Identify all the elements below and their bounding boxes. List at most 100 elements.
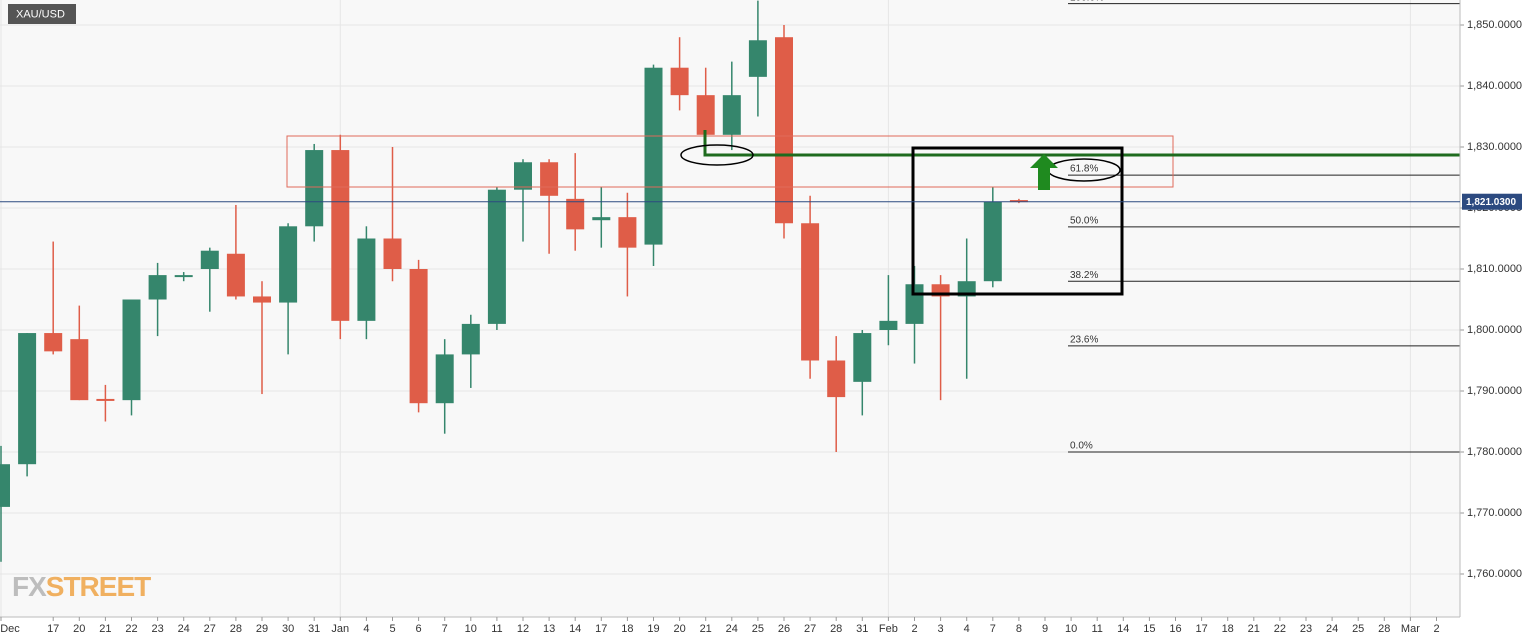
x-tick-label: 21 [1248,623,1260,635]
y-tick-label: 1,780.0000 [1467,446,1522,458]
x-tick-label: 17 [1195,623,1207,635]
x-tick-label: 25 [752,623,764,635]
y-tick-label: 1,850.0000 [1467,19,1522,31]
candle-body [18,333,37,465]
candle-body [44,333,63,352]
x-tick-label: 23 [1300,623,1312,635]
candle-body [696,95,715,135]
candle-body [1009,200,1028,203]
candle-body [70,339,89,401]
fib-label: 23.6% [1070,335,1098,346]
x-tick-label: 20 [673,623,685,635]
x-axis: Dec 17 20 21 22 23 24 27 28 29 30 31 Jan 4 5 6 7 10 11 12 13… [0,617,1440,635]
candle-body [566,198,585,230]
candle-body [409,269,428,404]
candle-body [853,333,872,382]
x-tick-label: 24 [1326,623,1338,635]
x-tick-label: Dec [0,623,20,635]
candle-body [748,40,767,77]
x-tick-label: 6 [416,623,422,635]
candles [0,0,1028,562]
x-tick-label: Mar [1401,623,1420,635]
y-tick-label: 1,760.0000 [1467,568,1522,580]
support-line [703,130,1460,157]
plot-background [0,0,1460,617]
y-tick-label: 1,830.0000 [1467,141,1522,153]
x-tick-label: 18 [621,623,633,635]
y-tick-label: 1,800.0000 [1467,324,1522,336]
x-tick-label: Jan [331,623,349,635]
candle-body [435,354,454,404]
x-tick-label: 25 [1352,623,1364,635]
y-tick-label: 1,810.0000 [1467,263,1522,275]
x-tick-label: 4 [964,623,970,635]
candle-body [618,217,637,248]
x-tick-label: 16 [1169,623,1181,635]
fib-label: 38.2% [1070,270,1098,281]
x-tick-label: 15 [1143,623,1155,635]
up-arrow [1030,154,1058,190]
x-tick-label: 24 [726,623,738,635]
candle-body [253,296,271,303]
x-tick-label: Feb [879,623,898,635]
candle-body [670,67,689,96]
candle-body [331,150,350,321]
candle-body [775,37,793,224]
x-tick-label: 17 [595,623,607,635]
candle-body [122,299,141,401]
x-tick-label: 23 [151,623,163,635]
x-tick-label: 29 [256,623,268,635]
candle-body [279,226,298,303]
x-tick-label: 14 [569,623,581,635]
candle-body [305,150,324,227]
candle-body [200,250,219,270]
x-tick-label: 22 [125,623,137,635]
x-tick-label: 24 [178,623,190,635]
x-tick-label: 11 [491,623,502,635]
x-tick-label: 2 [911,623,917,635]
fib-label: 50.0% [1070,216,1098,227]
candle-body [514,162,532,190]
candle-body [383,238,402,270]
fib-label: 100.0% [1070,0,1104,3]
fibonacci: 100.0% 61.8% 50.0% 38.2% 23.6% 0.0% [1068,0,1460,453]
x-tick-label: 11 [1091,623,1102,635]
candle-body [879,320,898,331]
candle-body [983,201,1002,282]
x-tick-label: 21 [700,623,712,635]
x-tick-label: 10 [1065,623,1077,635]
y-tick-label: 1,790.0000 [1467,385,1522,397]
x-tick-label: 8 [1016,623,1022,635]
candle-body [148,275,167,300]
x-tick-label: 12 [517,623,529,635]
x-tick-label: 2 [1433,623,1439,635]
candle-body [96,398,115,401]
x-tick-label: 14 [1117,623,1129,635]
x-tick-label: 4 [363,623,369,635]
x-tick-label: 26 [778,623,790,635]
x-tick-label: 28 [230,623,242,635]
focus-box [911,146,1124,296]
x-tick-label: 7 [990,623,996,635]
candle-body [644,67,663,245]
x-tick-label: 9 [1042,623,1048,635]
x-tick-label: 19 [647,623,659,635]
highlight-ellipse [680,144,754,166]
watermark-part: STREET [46,571,151,602]
x-tick-label: 28 [1378,623,1390,635]
chart-title: XAU/USD [16,8,65,20]
last-price-badge [1462,193,1522,210]
watermark: FXSTREET [12,571,151,602]
candle-body [461,323,480,355]
candle-body [487,189,506,324]
candle-body [827,360,846,398]
fib-label: 61.8% [1070,164,1098,175]
x-tick-label: 28 [830,623,842,635]
fib-label: 0.0% [1070,441,1093,452]
candle-body [357,238,376,321]
x-tick-label: 22 [1274,623,1286,635]
last-price-label: 1,821.0300 [1466,197,1516,208]
symbol-badge [8,4,76,24]
x-tick-label: 13 [543,623,555,635]
